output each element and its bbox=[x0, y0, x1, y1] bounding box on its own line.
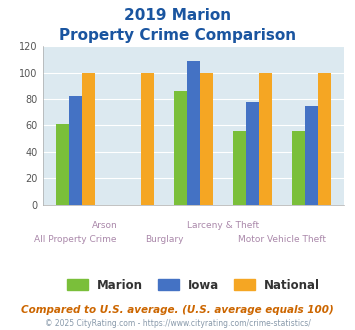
Bar bbox=[200, 73, 213, 205]
Bar bbox=[187, 61, 200, 205]
Bar bbox=[246, 102, 259, 205]
Bar bbox=[259, 73, 272, 205]
Text: All Property Crime: All Property Crime bbox=[34, 235, 116, 244]
Bar bbox=[305, 106, 318, 205]
Bar bbox=[69, 96, 82, 205]
Bar bbox=[318, 73, 331, 205]
Text: Burglary: Burglary bbox=[144, 235, 183, 244]
Legend: Marion, Iowa, National: Marion, Iowa, National bbox=[62, 274, 325, 296]
Text: Property Crime Comparison: Property Crime Comparison bbox=[59, 28, 296, 43]
Text: Arson: Arson bbox=[92, 221, 118, 230]
Text: Larceny & Theft: Larceny & Theft bbox=[187, 221, 259, 230]
Bar bbox=[174, 91, 187, 205]
Text: Compared to U.S. average. (U.S. average equals 100): Compared to U.S. average. (U.S. average … bbox=[21, 305, 334, 315]
Bar bbox=[141, 73, 154, 205]
Bar bbox=[56, 124, 69, 205]
Bar bbox=[292, 131, 305, 205]
Text: © 2025 CityRating.com - https://www.cityrating.com/crime-statistics/: © 2025 CityRating.com - https://www.city… bbox=[45, 319, 310, 328]
Text: 2019 Marion: 2019 Marion bbox=[124, 8, 231, 23]
Bar bbox=[82, 73, 95, 205]
Bar bbox=[233, 131, 246, 205]
Text: Motor Vehicle Theft: Motor Vehicle Theft bbox=[238, 235, 326, 244]
